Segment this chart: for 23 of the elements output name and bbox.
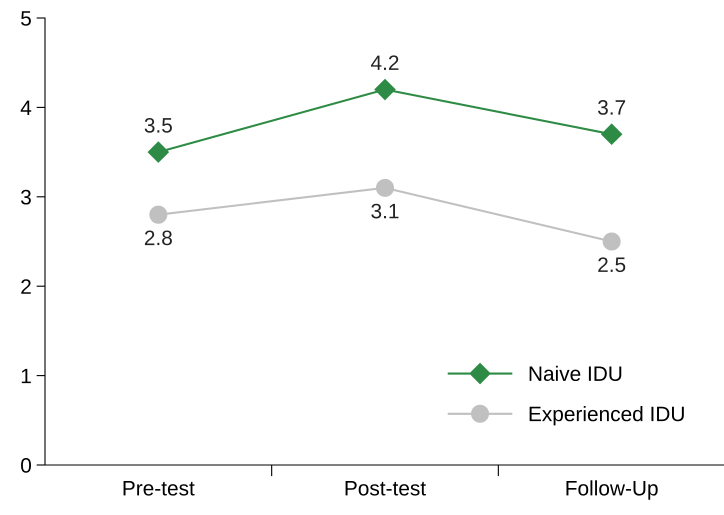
point bbox=[374, 79, 396, 100]
y-tick-label: 1 bbox=[22, 368, 31, 384]
y-tick-label: 3 bbox=[21, 190, 31, 205]
y-tick-label: 0 bbox=[21, 458, 31, 473]
y-tick-label: 5 bbox=[21, 11, 31, 26]
x-tick-label: Post-test bbox=[346, 481, 426, 496]
point bbox=[376, 178, 394, 197]
y-tick-label: 4 bbox=[20, 100, 32, 115]
y-tick-label: 2 bbox=[21, 279, 31, 294]
x-tick-label: Follow-Up bbox=[566, 480, 658, 500]
point bbox=[602, 232, 621, 251]
legend-label: Naive IDU bbox=[530, 366, 622, 382]
point bbox=[149, 206, 168, 224]
x-tick-label: Pre-test bbox=[124, 481, 195, 496]
data-label: 2.5 bbox=[598, 257, 626, 272]
legend-label: Experienced IDU bbox=[530, 406, 684, 426]
data-label: 3.7 bbox=[598, 100, 626, 115]
data-label: 4.2 bbox=[371, 55, 398, 70]
data-label: 2.8 bbox=[144, 230, 172, 246]
data-label: 3.1 bbox=[371, 204, 398, 218]
point bbox=[148, 142, 169, 163]
point bbox=[601, 124, 622, 145]
data-label: 3.5 bbox=[144, 118, 172, 133]
